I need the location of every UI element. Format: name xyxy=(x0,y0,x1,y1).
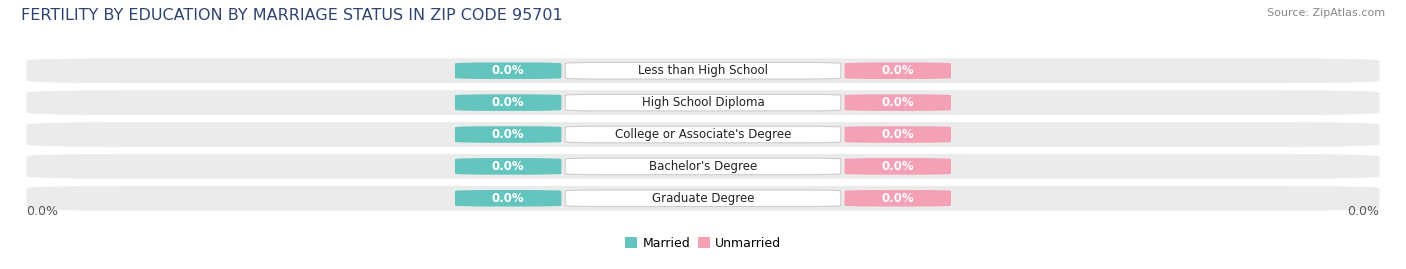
FancyBboxPatch shape xyxy=(456,94,561,111)
FancyBboxPatch shape xyxy=(845,158,950,175)
Text: 0.0%: 0.0% xyxy=(1347,205,1379,218)
Text: Less than High School: Less than High School xyxy=(638,64,768,77)
FancyBboxPatch shape xyxy=(565,94,841,111)
Text: College or Associate's Degree: College or Associate's Degree xyxy=(614,128,792,141)
FancyBboxPatch shape xyxy=(845,190,950,207)
Text: 0.0%: 0.0% xyxy=(882,96,914,109)
FancyBboxPatch shape xyxy=(456,190,561,207)
Text: 0.0%: 0.0% xyxy=(882,64,914,77)
Text: 0.0%: 0.0% xyxy=(492,96,524,109)
FancyBboxPatch shape xyxy=(27,186,1379,211)
FancyBboxPatch shape xyxy=(845,94,950,111)
FancyBboxPatch shape xyxy=(565,62,841,79)
FancyBboxPatch shape xyxy=(27,154,1379,179)
Text: Graduate Degree: Graduate Degree xyxy=(652,192,754,205)
FancyBboxPatch shape xyxy=(845,62,950,79)
Legend: Married, Unmarried: Married, Unmarried xyxy=(623,234,783,252)
Text: 0.0%: 0.0% xyxy=(882,192,914,205)
FancyBboxPatch shape xyxy=(845,126,950,143)
Text: 0.0%: 0.0% xyxy=(492,64,524,77)
FancyBboxPatch shape xyxy=(565,158,841,175)
Text: 0.0%: 0.0% xyxy=(882,160,914,173)
Text: 0.0%: 0.0% xyxy=(882,128,914,141)
Text: High School Diploma: High School Diploma xyxy=(641,96,765,109)
FancyBboxPatch shape xyxy=(456,158,561,175)
FancyBboxPatch shape xyxy=(456,126,561,143)
Text: FERTILITY BY EDUCATION BY MARRIAGE STATUS IN ZIP CODE 95701: FERTILITY BY EDUCATION BY MARRIAGE STATU… xyxy=(21,8,562,23)
Text: 0.0%: 0.0% xyxy=(492,128,524,141)
Text: 0.0%: 0.0% xyxy=(27,205,59,218)
FancyBboxPatch shape xyxy=(456,62,561,79)
Text: Bachelor's Degree: Bachelor's Degree xyxy=(650,160,756,173)
FancyBboxPatch shape xyxy=(27,90,1379,115)
FancyBboxPatch shape xyxy=(27,58,1379,83)
FancyBboxPatch shape xyxy=(27,122,1379,147)
Text: 0.0%: 0.0% xyxy=(492,160,524,173)
FancyBboxPatch shape xyxy=(565,190,841,207)
Text: Source: ZipAtlas.com: Source: ZipAtlas.com xyxy=(1267,8,1385,18)
FancyBboxPatch shape xyxy=(565,126,841,143)
Text: 0.0%: 0.0% xyxy=(492,192,524,205)
